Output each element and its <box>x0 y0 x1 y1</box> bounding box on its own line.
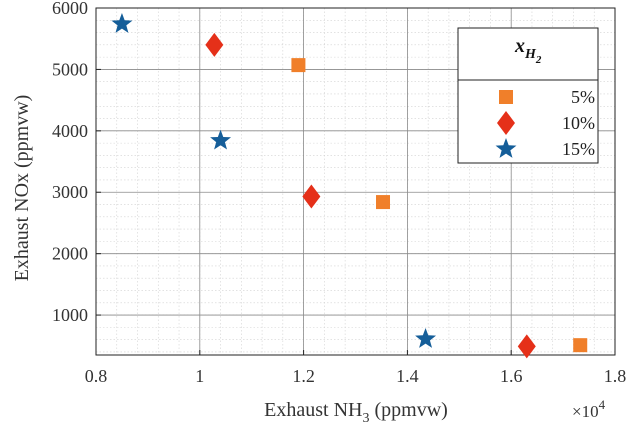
y-tick-label: 2000 <box>52 244 88 264</box>
x-axis: 0.8 1 1.2 1.4 1.6 1.8 <box>85 350 627 386</box>
y-axis-label: Exhaust NOx (ppmvw) <box>11 95 33 282</box>
data-point <box>415 328 437 348</box>
data-point <box>302 184 321 209</box>
x-tick-label: 1 <box>195 366 204 386</box>
x-tick-label: 1.4 <box>396 366 419 386</box>
y-axis: 1000 2000 3000 4000 5000 6000 <box>52 0 101 325</box>
y-tick-label: 5000 <box>52 59 88 79</box>
y-tick-label: 6000 <box>52 0 88 18</box>
data-point <box>573 338 588 353</box>
data-point <box>210 129 232 150</box>
y-tick-label: 4000 <box>52 121 88 141</box>
legend-box <box>457 27 599 164</box>
data-point <box>517 334 536 359</box>
x-axis-label: Exhaust NH3 (ppmvw) <box>264 399 448 426</box>
legend-title: xH2 <box>514 35 542 66</box>
x-tick-label: 0.8 <box>85 366 108 386</box>
legend-label: 10% <box>562 113 595 133</box>
plot-frame <box>95 7 616 356</box>
data-points <box>111 12 588 359</box>
x-tick-label: 1.2 <box>292 366 315 386</box>
y-tick-label: 1000 <box>52 305 88 325</box>
legend-label: 5% <box>571 87 595 107</box>
data-point <box>291 58 306 73</box>
legend-marker <box>497 111 515 135</box>
data-point <box>111 12 133 33</box>
x-tick-label: 1.8 <box>604 366 627 386</box>
legend: xH2 5% 10% 15% <box>457 27 599 164</box>
legend-marker <box>499 90 513 104</box>
legend-items: 5% 10% 15% <box>495 87 595 159</box>
data-point <box>205 32 224 57</box>
data-point <box>376 195 391 210</box>
y-tick-label: 3000 <box>52 182 88 202</box>
x-axis-multiplier: ×104 <box>572 397 606 421</box>
legend-label: 15% <box>562 139 595 159</box>
x-tick-label: 1.6 <box>500 366 523 386</box>
legend-marker <box>495 138 517 158</box>
